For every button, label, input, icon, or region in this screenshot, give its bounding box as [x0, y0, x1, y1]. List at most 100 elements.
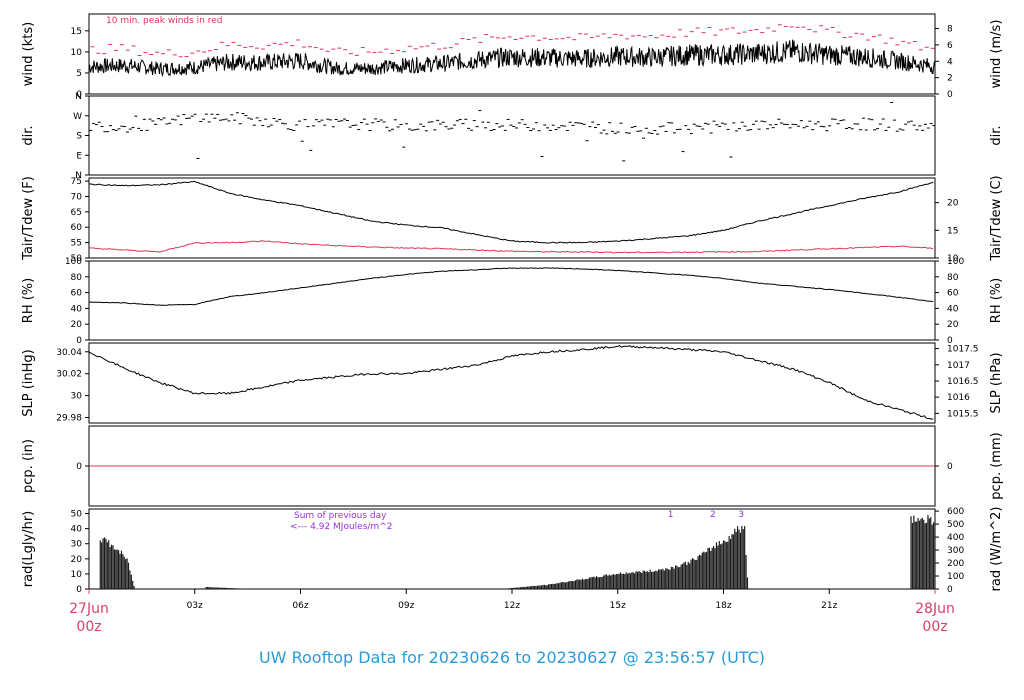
panel-frame-3 [88, 260, 936, 341]
series-line-air-temperature [89, 180, 934, 244]
left-tick-label: 0 [76, 336, 82, 346]
left-tick-label: 0 [76, 90, 82, 100]
left-tick-label: 10 [71, 570, 83, 580]
sum-annotation-line1: Sum of previous day [294, 511, 387, 521]
right-tick-label: 1016 [947, 393, 970, 403]
x-tick-label: 12z [504, 601, 520, 611]
left-tick-label: 30 [71, 540, 83, 550]
right-tick-label: 1015.5 [947, 409, 979, 419]
right-tick-label: 8 [947, 25, 953, 35]
left-tick-label: 70 [71, 192, 83, 202]
left-tick-label: 30 [71, 392, 83, 402]
left-tick-label: 60 [71, 223, 83, 233]
left-tick-label: 40 [71, 525, 83, 535]
left-tick-label: 5 [76, 69, 82, 79]
x-tick-label: 15z [610, 601, 626, 611]
left-tick-label: 50 [71, 254, 83, 264]
x-tick-label: 03z [187, 601, 203, 611]
right-tick-label: 0 [947, 90, 953, 100]
y-axis-label-right: dir. [989, 125, 1004, 145]
radiation-marker-3: 3 [738, 510, 744, 520]
y-axis-label-right: SLP (hPa) [989, 352, 1004, 413]
right-tick-label: 1016.5 [947, 377, 979, 387]
left-tick-label: 50 [71, 510, 83, 520]
panel-frame-6 [88, 508, 936, 590]
y-axis-label-right: Tair/Tdew (C) [989, 175, 1004, 261]
right-tick-label: 10 [947, 254, 959, 264]
left-tick-label: 20 [71, 320, 83, 330]
x-tick-label: 21z [821, 601, 837, 611]
panel-frame-0 [88, 13, 936, 95]
right-tick-label: 100 [947, 257, 964, 267]
left-tick-label: 40 [71, 304, 83, 314]
y-axis-label: rad(Lgly/hr) [21, 511, 36, 587]
right-tick-label: 200 [947, 559, 964, 569]
right-tick-label: 20 [947, 320, 959, 330]
left-tick-label: 30.02 [56, 370, 82, 380]
left-tick-label: 30.04 [56, 348, 82, 358]
series-line-sea-level-pressure [89, 344, 934, 420]
x-start-time: 00z [76, 619, 101, 635]
y-axis-label-right: rad (W/m^2) [989, 507, 1004, 592]
left-tick-label: E [76, 151, 82, 161]
right-tick-label: 400 [947, 533, 964, 543]
right-tick-label: 20 [947, 199, 959, 209]
radiation-marker-1: 1 [668, 510, 674, 520]
y-axis-label: RH (%) [21, 278, 36, 323]
right-tick-label: 4 [947, 57, 953, 67]
series-line-wind [89, 39, 935, 78]
right-tick-label: 0 [947, 336, 953, 346]
x-end-time: 00z [922, 619, 947, 635]
right-tick-label: 6 [947, 41, 953, 51]
y-axis-label-right: pcp. (mm) [989, 432, 1004, 499]
left-tick-label: 100 [65, 257, 82, 267]
panel-frame-2 [88, 177, 936, 259]
right-tick-label: 40 [947, 304, 959, 314]
y-axis-label: dir. [21, 125, 36, 145]
right-tick-label: 15 [947, 226, 958, 236]
panel-frame-4 [88, 342, 936, 424]
series-line-dew-point [89, 240, 934, 254]
right-tick-label: 100 [947, 572, 964, 582]
left-tick-label: 0 [76, 462, 82, 472]
left-tick-label: 0 [76, 585, 82, 595]
left-tick-label: 60 [71, 289, 83, 299]
left-tick-label: 65 [71, 208, 82, 218]
left-tick-label: S [76, 132, 82, 142]
y-axis-label: SLP (inHg) [21, 349, 36, 417]
right-tick-label: 1017 [947, 361, 970, 371]
y-axis-label-right: wind (m/s) [989, 20, 1004, 89]
panel-frame-1 [88, 95, 936, 176]
x-tick-label: 18z [715, 601, 731, 611]
y-axis-label-right: RH (%) [989, 278, 1004, 323]
right-tick-label: 600 [947, 507, 964, 517]
right-tick-label: 300 [947, 546, 964, 556]
left-tick-label: 29.98 [56, 414, 82, 424]
left-tick-label: 75 [71, 177, 82, 187]
left-tick-label: N [75, 171, 82, 181]
left-tick-label: 80 [71, 273, 83, 283]
right-tick-label: 60 [947, 289, 959, 299]
y-axis-label: pcp. (in) [21, 439, 36, 493]
x-tick-label: 09z [398, 601, 414, 611]
peak-wind-annotation: 10 min. peak winds in red [106, 16, 223, 26]
x-tick-label: 06z [292, 601, 308, 611]
right-tick-label: 2 [947, 74, 953, 84]
right-tick-label: 0 [947, 462, 953, 472]
x-start-date: 27Jun [69, 601, 109, 617]
sum-annotation-line2: <--- 4.92 MJoules/m^2 [290, 522, 392, 532]
left-tick-label: 20 [71, 555, 83, 565]
series-line-relative-humidity [89, 267, 934, 306]
page-title: UW Rooftop Data for 20230626 to 20230627… [258, 648, 766, 667]
right-tick-label: 500 [947, 520, 964, 530]
left-tick-label: N [75, 92, 82, 102]
left-tick-label: 55 [71, 239, 82, 249]
right-tick-label: 1017.5 [947, 345, 979, 355]
radiation-marker-2: 2 [710, 510, 716, 520]
right-tick-label: 0 [947, 585, 953, 595]
right-tick-label: 80 [947, 273, 959, 283]
y-axis-label: wind (kts) [21, 22, 36, 86]
left-tick-label: 10 [71, 48, 83, 58]
left-tick-label: 15 [71, 27, 82, 37]
